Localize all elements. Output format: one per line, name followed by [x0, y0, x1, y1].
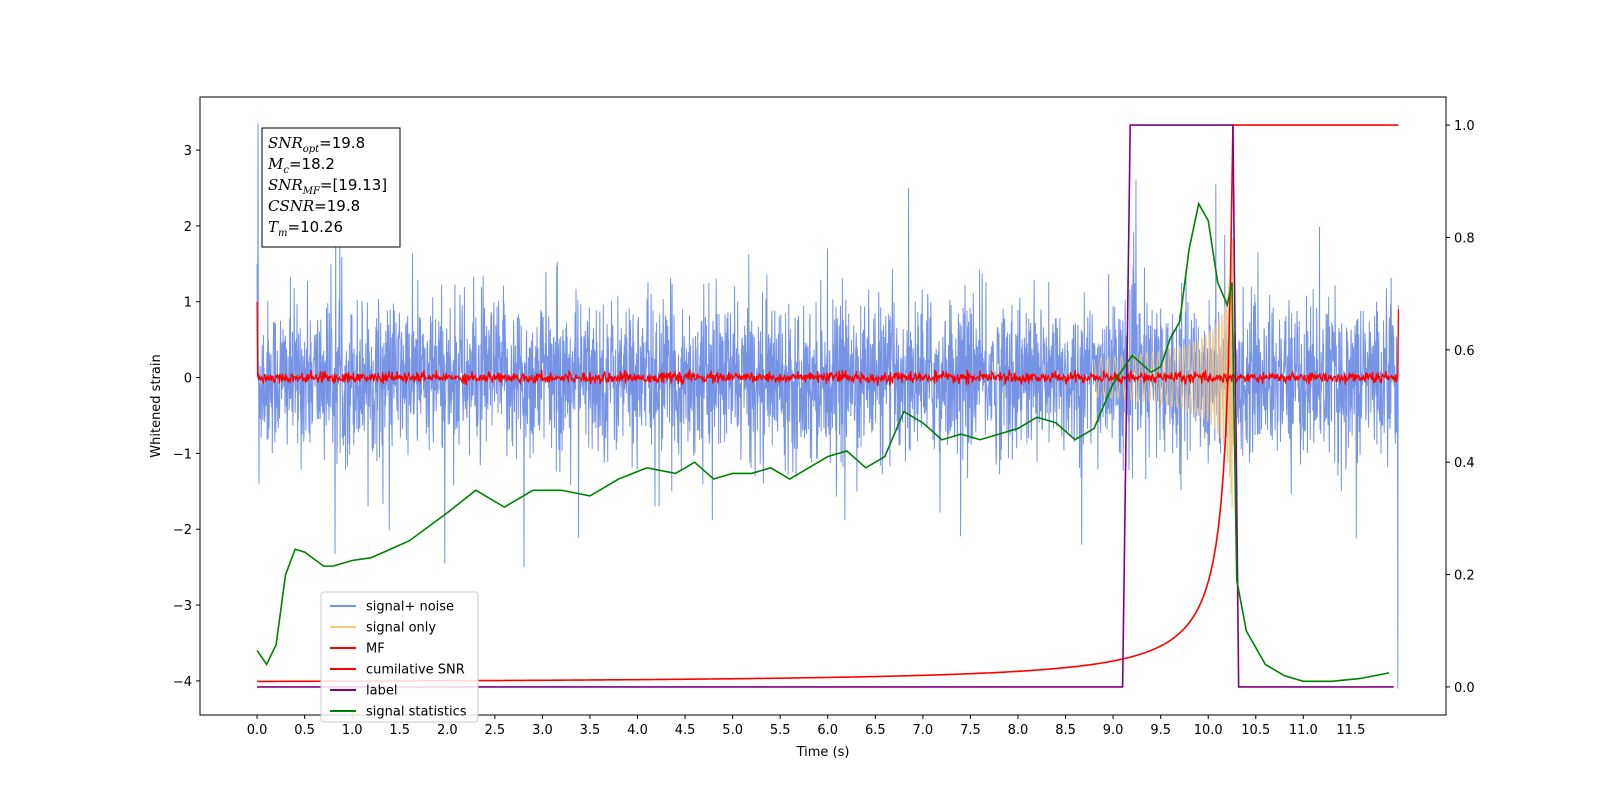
x-tick-label: 0.5	[294, 723, 315, 738]
legend-label-signal-statistics: signal statistics	[366, 705, 467, 720]
x-tick-label: 9.0	[1103, 723, 1124, 738]
y-left-tick-label: −1	[173, 447, 192, 462]
y-right-tick-label: 0.4	[1454, 456, 1475, 471]
annotation-subscript: c	[283, 165, 289, 176]
legend-label-mf: MF	[366, 642, 385, 657]
x-tick-label: 10.5	[1241, 723, 1270, 738]
y-left-tick-label: −2	[173, 523, 192, 538]
y-left-tick-label: 3	[184, 144, 192, 159]
y-right-tick-label: 0.6	[1454, 344, 1475, 359]
annotation-box	[261, 127, 401, 248]
y-axis-right: 0.0 0.2 0.4 0.6 0.8 1.0	[1446, 119, 1475, 696]
annotation-var: SNR	[268, 134, 303, 152]
x-tick-label: 11.5	[1336, 723, 1365, 738]
annotation-value: =[19.13]	[319, 176, 388, 194]
x-tick-label: 1.0	[342, 723, 363, 738]
annotation-var: CSNR	[268, 197, 315, 215]
annotation-value: =19.8	[319, 134, 366, 152]
x-tick-label: 5.5	[770, 723, 791, 738]
legend-label-cumilative-snr: cumilative SNR	[366, 663, 465, 678]
series-signal-only	[1093, 238, 1239, 510]
x-tick-label: 7.5	[960, 723, 981, 738]
legend-label-signal-only: signal only	[366, 621, 436, 636]
legend-label-label: label	[366, 684, 397, 699]
y-right-tick-label: 0.2	[1454, 569, 1475, 584]
annotation-subscript: opt	[302, 144, 320, 155]
legend-label-signal-noise: signal+ noise	[366, 600, 454, 615]
x-tick-label: 4.5	[675, 723, 696, 738]
x-tick-label: 0.0	[247, 723, 268, 738]
annotation-var: SNR	[268, 176, 303, 194]
annotation-line: Mc=18.2	[268, 154, 335, 181]
series-label	[257, 124, 1394, 688]
x-tick-label: 9.5	[1150, 723, 1171, 738]
y-right-tick-label: 0.8	[1454, 231, 1475, 246]
series-mf	[256, 301, 1400, 386]
y-left-tick-label: 0	[184, 372, 192, 387]
x-tick-label: 3.0	[532, 723, 553, 738]
y-left-tick-label: −3	[173, 599, 192, 614]
x-tick-label: 5.0	[722, 723, 743, 738]
annotation-line: Tm=10.26	[268, 217, 343, 244]
annotation-subscript: MF	[302, 186, 320, 197]
y-right-tick-label: 1.0	[1454, 119, 1475, 134]
annotation-subscript: m	[278, 228, 288, 239]
x-tick-label: 6.0	[817, 723, 838, 738]
annotation-value: =10.26	[287, 218, 344, 236]
annotation-line: SNRMF=[19.13]	[268, 175, 387, 202]
annotation-line: SNRopt=19.8	[268, 133, 365, 160]
x-tick-label: 2.0	[437, 723, 458, 738]
y-left-tick-label: −4	[173, 675, 192, 690]
legend: signal+ noise signal only MF cumilative SNR…	[320, 591, 479, 723]
x-tick-label: 1.5	[389, 723, 410, 738]
annotation-line: CSNR=19.8	[268, 196, 360, 216]
x-tick-label: 8.5	[1055, 723, 1076, 738]
annotation-var: M	[268, 155, 284, 173]
x-axis: 0.0 0.5 1.0 1.5 2.0 2.5 3.0 3.5 4.0 4.5 5.0 5.5 6.0 6…	[247, 715, 1365, 738]
x-tick-label: 8.0	[1008, 723, 1029, 738]
annotation-var: T	[268, 218, 279, 236]
x-axis-label: Time (s)	[796, 745, 850, 760]
y-axis-label: Whitened strain	[149, 354, 164, 457]
annotation-value: =18.2	[288, 155, 335, 173]
x-tick-label: 7.0	[913, 723, 934, 738]
x-tick-label: 11.0	[1289, 723, 1318, 738]
y-left-tick-label: 2	[184, 220, 192, 235]
x-tick-label: 6.5	[865, 723, 886, 738]
x-tick-label: 3.5	[580, 723, 601, 738]
y-right-tick-label: 0.0	[1454, 681, 1475, 696]
plot-frame	[199, 96, 1447, 716]
x-tick-label: 4.0	[627, 723, 648, 738]
x-tick-label: 10.0	[1194, 723, 1223, 738]
series-signal-statistics	[256, 201, 1390, 683]
x-tick-label: 2.5	[485, 723, 506, 738]
annotation-value: =19.8	[314, 197, 361, 215]
y-axis-left: 3 2 1 0 −1 −2 −3 −4	[173, 144, 200, 690]
y-left-tick-label: 1	[184, 296, 192, 311]
legend-box	[320, 591, 479, 723]
